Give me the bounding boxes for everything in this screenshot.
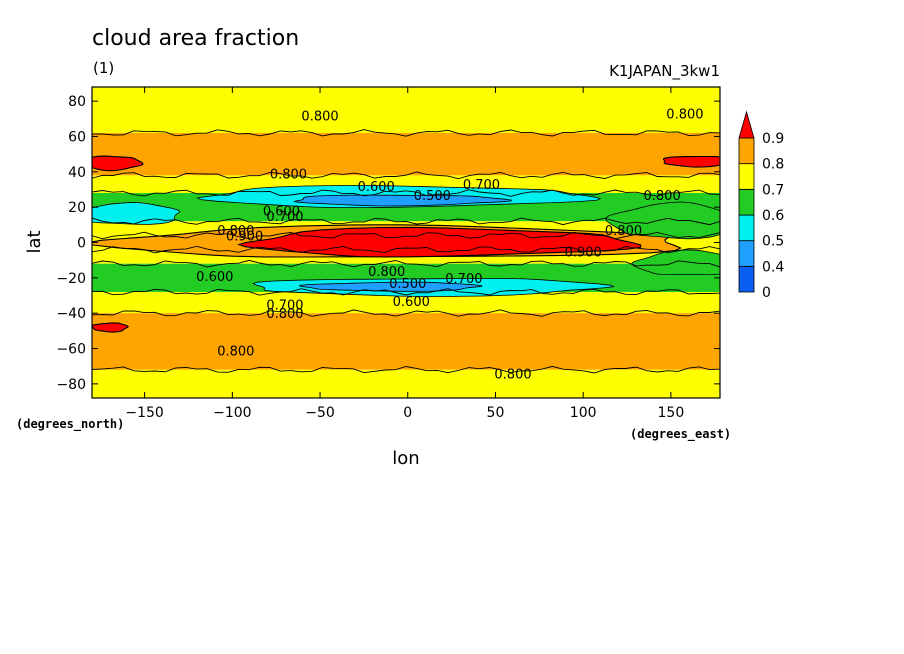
chart-subtitle: (1) bbox=[93, 59, 114, 77]
contour-label-11: 0.800 bbox=[605, 224, 642, 239]
x-axis-label: lon bbox=[392, 448, 419, 469]
contour-label-7: 0.600 bbox=[263, 205, 300, 220]
contour-label-20: 0.800 bbox=[217, 344, 254, 359]
colorbar: 0 0.4 0.5 0.6 0.7 0.8 0.9 bbox=[738, 110, 784, 301]
x-tick-label-4: 50 bbox=[487, 405, 505, 421]
colorbar-label-4: 0.7 bbox=[762, 182, 784, 198]
region-9 bbox=[92, 322, 129, 333]
contour-line-0 bbox=[92, 129, 720, 137]
contour-label-18: 0.800 bbox=[266, 307, 303, 322]
colorbar-swatch-0 bbox=[738, 265, 755, 293]
region-8 bbox=[662, 155, 720, 168]
contour-line-4 bbox=[92, 231, 720, 240]
contour-label-5: 0.700 bbox=[463, 178, 500, 193]
x-tick-label-2: −50 bbox=[305, 405, 335, 421]
y-unit-label: (degrees_north) bbox=[16, 417, 124, 432]
contour-label-17: 0.700 bbox=[266, 298, 303, 313]
colorbar-label-2: 0.5 bbox=[762, 234, 784, 250]
region-6 bbox=[237, 226, 642, 258]
contour-labels: 0.800 0.8000.8000.6000.5000.7000.8000.600… bbox=[196, 108, 703, 383]
band-2 bbox=[92, 175, 720, 194]
contour-line-2 bbox=[92, 189, 720, 197]
y-tick-label-8: 80 bbox=[68, 94, 86, 110]
contour-line-9 bbox=[92, 365, 720, 374]
contour-line-7 bbox=[92, 288, 720, 296]
contour-label-9: 0.800 bbox=[217, 224, 254, 239]
contour-line-6 bbox=[92, 259, 720, 268]
colorbar-swatch-4 bbox=[738, 163, 755, 190]
y-tick-label-7: 60 bbox=[68, 129, 86, 145]
region-7 bbox=[92, 155, 144, 172]
colorbar-arrow bbox=[738, 110, 755, 139]
contour-label-15: 0.500 bbox=[389, 277, 426, 292]
contour-line-3 bbox=[92, 217, 720, 226]
y-tick-label-1: −60 bbox=[56, 342, 86, 358]
model-label: K1JAPAN_3kw1 bbox=[609, 62, 720, 81]
y-tick-label-3: −20 bbox=[56, 271, 86, 287]
contour-label-10: 0.900 bbox=[226, 229, 263, 244]
contour-label-12: 0.900 bbox=[565, 245, 602, 260]
x-axis: −150 −100 −50 0 50 100 150 bbox=[125, 87, 684, 421]
band-9 bbox=[92, 313, 720, 370]
y-tick-label-5: 20 bbox=[68, 200, 86, 216]
band-0 bbox=[92, 87, 720, 133]
contour-line-5 bbox=[92, 245, 720, 254]
contour-label-4: 0.500 bbox=[414, 189, 451, 204]
x-tick-label-3: 0 bbox=[403, 405, 412, 421]
colorbar-label-5: 0.8 bbox=[762, 157, 784, 173]
y-tick-label-2: −40 bbox=[56, 306, 86, 322]
contour-label-21: 0.800 bbox=[494, 367, 531, 382]
band-1 bbox=[92, 132, 720, 176]
contour-label-13: 0.600 bbox=[196, 270, 233, 285]
y-axis-label: lat bbox=[24, 230, 45, 253]
colorbar-label-6: 0.9 bbox=[762, 131, 784, 147]
colorbar-swatch-3 bbox=[738, 188, 755, 216]
x-tick-label-5: 100 bbox=[570, 405, 597, 421]
colorbar-swatch-2 bbox=[738, 214, 755, 242]
y-tick-label-0: −80 bbox=[56, 377, 86, 393]
colorbar-swatch-1 bbox=[738, 240, 755, 267]
band-8 bbox=[92, 291, 720, 314]
contour-line-1 bbox=[92, 171, 720, 180]
contour-label-0: 0.800 bbox=[301, 109, 338, 124]
contour-label-6: 0.800 bbox=[644, 189, 681, 204]
x-tick-label-1: −100 bbox=[213, 405, 251, 421]
x-tick-label-0: −150 bbox=[125, 405, 163, 421]
contour-label-3: 0.600 bbox=[358, 180, 395, 195]
y-tick-label-6: 40 bbox=[68, 165, 86, 181]
contour-lines bbox=[92, 129, 720, 374]
contour-label-1: 0.800 bbox=[666, 108, 703, 123]
contour-label-8: 0.700 bbox=[266, 210, 303, 225]
region-1 bbox=[293, 194, 512, 207]
y-tick-label-4: 0 bbox=[77, 236, 86, 252]
colorbar-swatch-5 bbox=[738, 137, 755, 165]
y-axis: −80 −60 −40 −20 0 20 40 60 80 bbox=[56, 94, 720, 393]
contour-line-8 bbox=[92, 309, 720, 317]
band-10 bbox=[92, 369, 720, 398]
colorbar-label-0: 0 bbox=[762, 285, 771, 301]
chart-title: cloud area fraction bbox=[92, 26, 299, 51]
region-10 bbox=[605, 201, 720, 240]
contour-label-16: 0.700 bbox=[445, 272, 482, 287]
contour-label-2: 0.800 bbox=[270, 168, 307, 183]
colorbar-label-1: 0.4 bbox=[762, 259, 784, 275]
contour-label-14: 0.800 bbox=[368, 265, 405, 280]
colorbar-label-3: 0.6 bbox=[762, 208, 784, 224]
plot-area bbox=[92, 87, 720, 398]
x-tick-label-6: 150 bbox=[658, 405, 685, 421]
contour-label-19: 0.600 bbox=[393, 295, 430, 310]
x-unit-label: (degrees_east) bbox=[630, 427, 731, 442]
